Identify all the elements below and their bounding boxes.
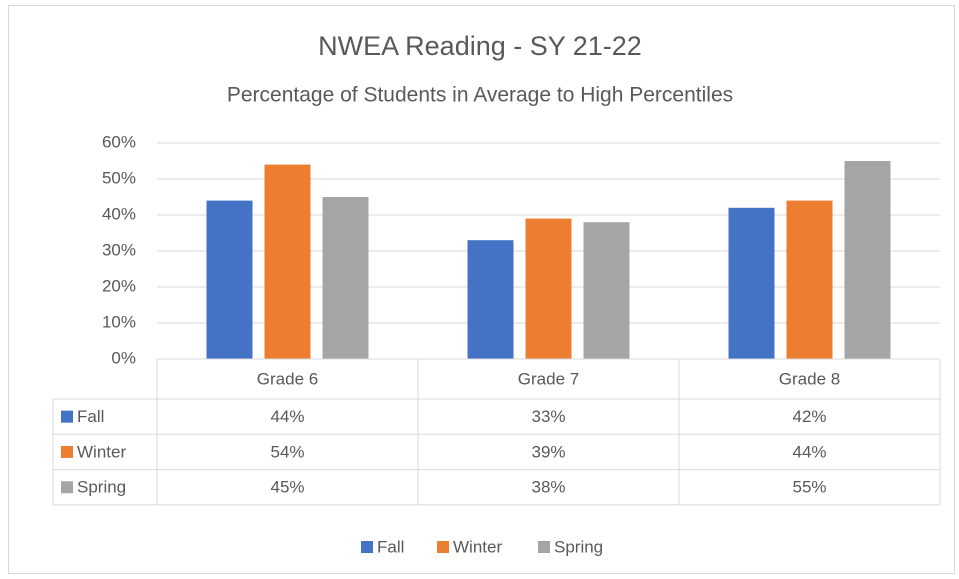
y-tick-label: 0% (111, 348, 136, 367)
chart-title: NWEA Reading - SY 21-22 (318, 31, 642, 61)
data-label: 55% (792, 478, 826, 497)
legend-key (437, 541, 449, 553)
table-series-name: Fall (77, 407, 104, 426)
y-tick-label: 30% (102, 240, 136, 259)
x-tick-label: Grade 8 (779, 369, 840, 388)
y-tick-label: 60% (102, 132, 136, 151)
legend-key (538, 541, 550, 553)
y-tick-label: 20% (102, 276, 136, 295)
chart-subtitle: Percentage of Students in Average to Hig… (227, 84, 733, 107)
data-label: 39% (531, 442, 565, 461)
legend-label: Spring (554, 537, 603, 556)
bar (786, 200, 833, 359)
y-tick-label: 50% (102, 168, 136, 187)
table-series-name: Spring (77, 478, 126, 497)
x-tick-label: Grade 7 (518, 369, 579, 388)
table-series-name: Winter (77, 442, 126, 461)
y-tick-label: 10% (102, 312, 136, 331)
bar (264, 164, 311, 359)
data-label: 45% (270, 478, 304, 497)
legend-label: Fall (377, 537, 404, 556)
bar (467, 240, 514, 359)
table-legend-key (61, 481, 73, 494)
data-label: 38% (531, 478, 565, 497)
data-label: 44% (792, 442, 826, 461)
table-legend-key (61, 410, 73, 423)
data-label: 54% (270, 442, 304, 461)
data-label: 42% (792, 407, 826, 426)
bar (322, 197, 369, 359)
data-label: 44% (270, 407, 304, 426)
y-tick-label: 40% (102, 204, 136, 223)
bar (525, 218, 572, 359)
bar (844, 161, 891, 359)
x-tick-label: Grade 6 (257, 369, 318, 388)
bar (583, 222, 630, 359)
legend-label: Winter (453, 537, 502, 556)
table-legend-key (61, 445, 73, 458)
data-label: 33% (531, 407, 565, 426)
bar (728, 207, 775, 359)
bar (206, 200, 253, 359)
legend-key (361, 541, 373, 553)
